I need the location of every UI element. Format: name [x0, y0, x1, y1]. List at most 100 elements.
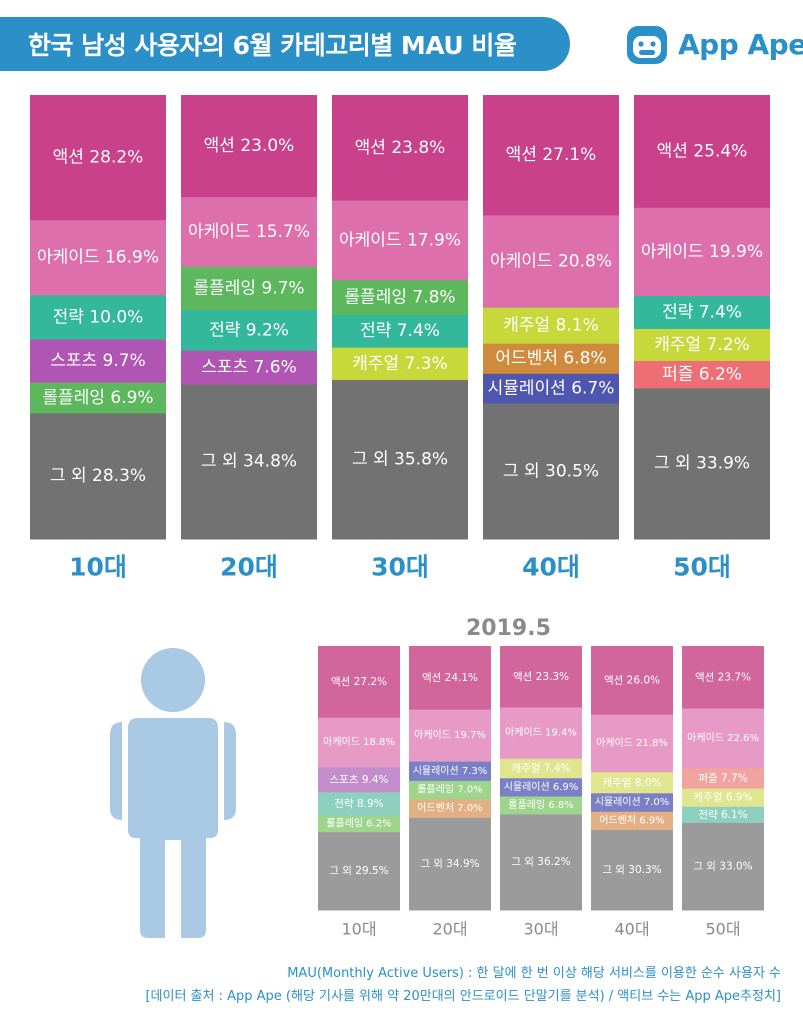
may-data-label: 퍼즐 7.7%	[698, 772, 747, 784]
may-data-label: 롤플레잉 7.0%	[417, 784, 482, 796]
title-banner: 한국 남성 사용자의 6월 카테고리별 MAU 비율	[0, 17, 570, 71]
june-data-label: 액션 23.0%	[204, 136, 295, 156]
june-data-label: 그 외 35.8%	[352, 450, 448, 470]
may-data-label: 아케이드 21.8%	[596, 737, 668, 749]
june-bar-50대-캐주얼	[634, 328, 770, 362]
june-bar-30대-아케이드	[332, 200, 468, 281]
june-data-label: 롤플레잉 6.9%	[42, 388, 153, 408]
may-bar-50대-전략	[682, 806, 764, 824]
june-data-label: 전략 7.4%	[360, 321, 440, 341]
june-category-label: 50대	[673, 553, 731, 582]
june-data-label: 롤플레잉 9.7%	[193, 278, 304, 298]
june-data-label: 전략 10.0%	[53, 307, 144, 327]
june-category-label: 40대	[522, 553, 580, 582]
june-data-label: 스포츠 7.6%	[201, 358, 297, 378]
june-bar-20대-롤플레잉	[181, 266, 317, 311]
june-data-label: 전략 7.4%	[662, 303, 742, 323]
june-bar-30대-액션	[332, 95, 468, 202]
may-data-label: 아케이드 18.8%	[323, 736, 395, 748]
may-data-label: 그 외 34.9%	[420, 858, 479, 870]
may-data-label: 어드벤처 6.9%	[599, 814, 664, 826]
may-bar-40대-액션	[591, 646, 673, 716]
may-bar-30대-롤플레잉	[500, 796, 582, 815]
may-data-label: 전략 8.9%	[334, 798, 383, 810]
may-bar-10대-그-외	[318, 832, 400, 911]
male-person-icon	[110, 648, 236, 938]
june-data-label: 캐주얼 7.2%	[654, 335, 750, 355]
may-bar-30대-아케이드	[500, 707, 582, 760]
june-data-label: 아케이드 20.8%	[490, 252, 612, 272]
may-bar-20대-시뮬레이션	[409, 761, 491, 782]
june-category-label: 10대	[69, 553, 127, 582]
june-bar-50대-액션	[634, 95, 770, 209]
may-bar-50대-아케이드	[682, 708, 764, 769]
june-bar-50대-아케이드	[634, 207, 770, 297]
may-bar-20대-액션	[409, 646, 491, 711]
june-data-label: 그 외 33.9%	[654, 454, 750, 474]
june-category-label: 30대	[371, 553, 429, 582]
may-bar-40대-시뮬레이션	[591, 793, 673, 813]
may-data-label: 액션 27.2%	[331, 676, 387, 688]
may-data-label: 그 외 29.5%	[329, 865, 388, 877]
june-data-label: 아케이드 15.7%	[188, 222, 310, 242]
june-data-label: 액션 25.4%	[657, 141, 748, 161]
app-ape-logo: App Ape	[624, 18, 803, 70]
june-bar-30대-그-외	[332, 380, 468, 540]
june-bar-50대-전략	[634, 296, 770, 330]
june-bar-10대-전략	[30, 295, 166, 341]
june-bar-20대-아케이드	[181, 197, 317, 268]
june-bar-30대-롤플레잉	[332, 280, 468, 316]
may-bar-30대-액션	[500, 646, 582, 709]
may-bar-20대-그-외	[409, 817, 491, 911]
may-data-label: 시뮬레이션 7.3%	[413, 765, 488, 777]
may-data-label: 스포츠 9.4%	[330, 774, 389, 786]
june-data-label: 스포츠 9.7%	[50, 351, 146, 371]
may-bar-40대-어드벤처	[591, 811, 673, 831]
may-data-label: 시뮬레이션 7.0%	[595, 796, 670, 808]
june-bar-20대-스포츠	[181, 350, 317, 385]
may-data-label: 아케이드 19.4%	[505, 727, 577, 739]
may-bar-50대-퍼즐	[682, 768, 764, 790]
june-bar-20대-액션	[181, 95, 317, 198]
june-bar-30대-캐주얼	[332, 347, 468, 381]
previous-month-title: 2019.5	[466, 616, 551, 641]
may-bar-10대-아케이드	[318, 717, 400, 768]
logo-text: App Ape	[678, 27, 803, 61]
may-data-label: 액션 24.1%	[422, 672, 478, 684]
may-data-label: 아케이드 19.7%	[414, 729, 486, 741]
may-bar-20대-롤플레잉	[409, 780, 491, 800]
june-data-label: 롤플레잉 7.8%	[344, 287, 455, 307]
may-data-label: 롤플레잉 6.2%	[326, 817, 391, 829]
june-bar-50대-퍼즐	[634, 360, 770, 389]
may-category-label: 50대	[705, 920, 740, 939]
june-bar-40대-캐주얼	[483, 307, 619, 345]
june-data-label: 어드벤처 6.8%	[495, 349, 606, 369]
may-data-label: 액션 23.7%	[695, 671, 751, 683]
mau-definition-note: MAU(Monthly Active Users) : 한 달에 한 번 이상 …	[287, 966, 781, 981]
may-data-label: 롤플레잉 6.8%	[508, 799, 573, 811]
june-bar-10대-액션	[30, 95, 166, 221]
may-category-label: 30대	[523, 920, 558, 939]
june-category-label: 20대	[220, 553, 278, 582]
may-bar-30대-시뮬레이션	[500, 778, 582, 797]
may-bar-30대-캐주얼	[500, 758, 582, 779]
june-bar-10대-그-외	[30, 413, 166, 540]
june-bar-30대-전략	[332, 314, 468, 349]
june-bar-40대-아케이드	[483, 215, 619, 309]
june-data-label: 전략 9.2%	[209, 320, 289, 340]
may-bar-40대-그-외	[591, 830, 673, 911]
june-data-label: 액션 27.1%	[506, 145, 597, 165]
june-data-label: 아케이드 16.9%	[37, 248, 159, 268]
june-bar-20대-그-외	[181, 384, 317, 540]
june-data-label: 액션 28.2%	[53, 148, 144, 168]
may-bar-40대-아케이드	[591, 714, 673, 773]
june-data-label: 캐주얼 7.3%	[352, 354, 448, 374]
june-bar-50대-그-외	[634, 388, 770, 540]
may-category-label: 40대	[614, 920, 649, 939]
may-data-label: 캐주얼 6.9%	[694, 792, 753, 804]
june-data-label: 아케이드 19.9%	[641, 242, 763, 262]
may-bar-50대-액션	[682, 646, 764, 710]
june-data-label: 액션 23.8%	[355, 138, 446, 158]
